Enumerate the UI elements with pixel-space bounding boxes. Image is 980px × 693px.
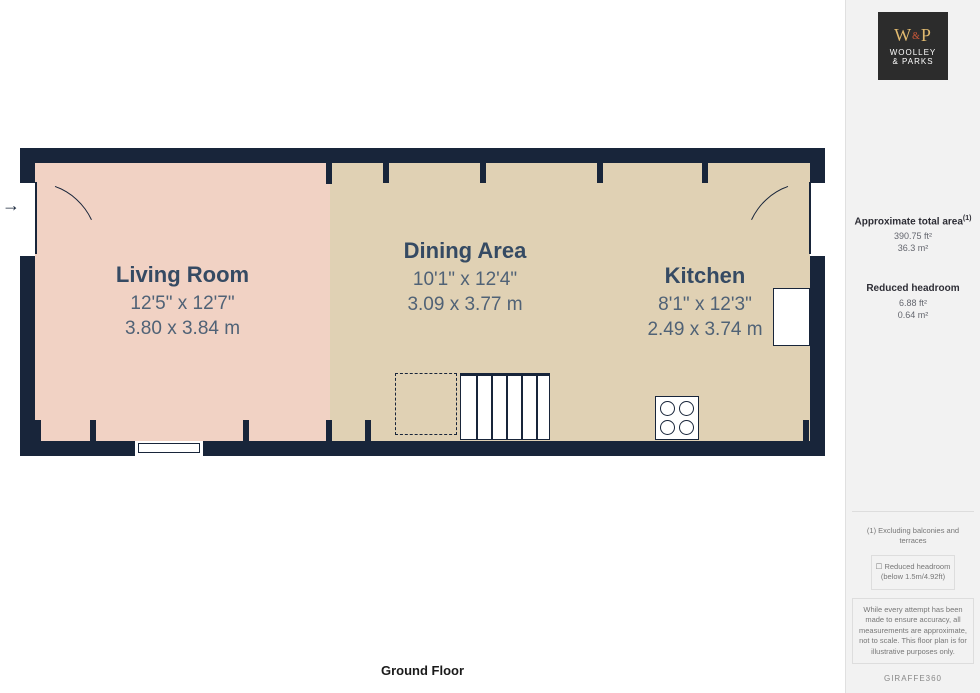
- nib: [35, 420, 41, 441]
- logo-initials: W&P: [894, 26, 932, 44]
- nib: [597, 163, 603, 183]
- logo-amp: &: [912, 31, 921, 42]
- partition-living-dining-bot: [326, 420, 332, 441]
- room-dim-metric: 3.80 x 3.84 m: [125, 317, 240, 342]
- disclaimer: While every attempt has been made to ens…: [852, 598, 974, 665]
- floorplan-canvas: Living Room 12'5" x 12'7" 3.80 x 3.84 m …: [0, 0, 845, 693]
- nib: [480, 163, 486, 183]
- reduced-ft: 6.88 ft²: [866, 298, 959, 308]
- provider-brand: GIRAFFE360: [884, 674, 942, 683]
- room-name: Living Room: [116, 262, 249, 288]
- room-name: Dining Area: [404, 238, 527, 264]
- total-area-m: 36.3 m²: [855, 243, 972, 253]
- nib: [702, 163, 708, 183]
- footnote-2-title: ☐ Reduced headroom: [876, 562, 951, 573]
- wall-right-lower: [810, 256, 825, 456]
- total-area-title: Approximate total area(1): [855, 215, 972, 227]
- total-area-section: Approximate total area(1) 390.75 ft² 36.…: [855, 215, 972, 255]
- room-dim-metric: 2.49 x 3.74 m: [647, 318, 762, 343]
- door-leaf-left: [35, 182, 37, 254]
- sidebar-divider: [852, 511, 974, 512]
- reduced-m: 0.64 m²: [866, 310, 959, 320]
- footnote-2: ☐ Reduced headroom (below 1.5m/4.92ft): [871, 555, 956, 590]
- logo-line1: WOOLLEY: [890, 48, 937, 57]
- brand-logo: W&P WOOLLEY & PARKS: [878, 12, 948, 80]
- partition-living-dining-top: [326, 163, 332, 184]
- fixture-counter: [773, 288, 810, 346]
- logo-w: W: [894, 25, 912, 45]
- reduced-title: Reduced headroom: [866, 283, 959, 294]
- nib: [90, 420, 96, 441]
- nib: [383, 163, 389, 183]
- entry-arrow-icon: →: [2, 196, 20, 214]
- room-dim-metric: 3.09 x 3.77 m: [407, 293, 522, 318]
- fixture-dashed: [395, 373, 457, 435]
- wall-left-lower: [20, 256, 35, 456]
- total-area-ft: 390.75 ft²: [855, 231, 972, 241]
- nib: [803, 420, 809, 441]
- window-sill: [138, 443, 200, 453]
- logo-line2: & PARKS: [892, 57, 933, 66]
- wall-top: [20, 148, 825, 163]
- door-leaf-right: [809, 182, 811, 254]
- room-name: Kitchen: [665, 263, 746, 289]
- total-area-sup: (1): [963, 215, 972, 222]
- floorplan: Living Room 12'5" x 12'7" 3.80 x 3.84 m …: [20, 148, 825, 456]
- nib: [243, 420, 249, 441]
- wall-right-upper: [810, 148, 825, 183]
- sidebar: W&P WOOLLEY & PARKS Approximate total ar…: [845, 0, 980, 693]
- room-dim-imperial: 8'1" x 12'3": [658, 293, 752, 318]
- fixture-hob: [655, 396, 699, 440]
- footnote-2-sub: (below 1.5m/4.92ft): [876, 572, 951, 583]
- logo-p: P: [921, 25, 932, 45]
- floor-caption: Ground Floor: [0, 663, 845, 678]
- room-dim-imperial: 10'1" x 12'4": [413, 268, 517, 293]
- total-area-title-text: Approximate total area: [855, 216, 963, 227]
- room-dim-imperial: 12'5" x 12'7": [130, 292, 234, 317]
- fixture-stairs: [460, 373, 550, 440]
- wall-left-upper: [20, 148, 35, 183]
- nib: [365, 420, 371, 441]
- footnote-1: (1) Excluding balconies and terraces: [852, 522, 974, 551]
- reduced-headroom-section: Reduced headroom 6.88 ft² 0.64 m²: [866, 283, 959, 322]
